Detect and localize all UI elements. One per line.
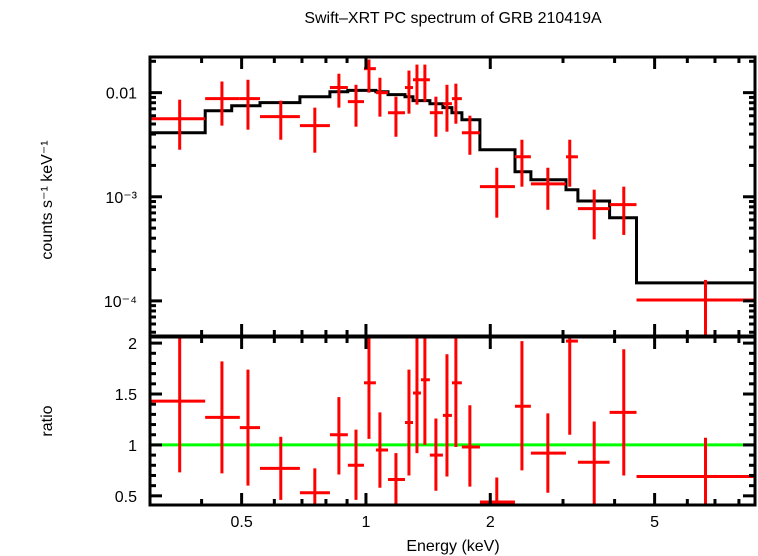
spectrum-point [429, 96, 443, 137]
spectrum-point [205, 81, 240, 126]
ratio-point [388, 453, 405, 505]
ratio-point [565, 337, 578, 435]
spectrum-point [530, 167, 566, 210]
y-tick-label: 2 [128, 336, 137, 353]
ratio-point [299, 468, 330, 505]
spectrum-point [479, 167, 515, 218]
ratio-y-tick-labels: 0.5 1 1.5 2 [115, 336, 137, 506]
ratio-point [375, 412, 389, 488]
ratio-point [404, 369, 414, 476]
x-tick-label: 1 [361, 514, 370, 531]
ratio-point [442, 354, 452, 477]
chart-title: Swift–XRT PC spectrum of GRB 210419A [304, 10, 602, 27]
spectrum-point [442, 84, 452, 132]
y-tick-label: 1.5 [115, 387, 137, 404]
ratio-point [239, 369, 261, 486]
ratio-point [413, 337, 421, 454]
ratio-point [461, 405, 480, 487]
spectrum-panel: 0.01 10⁻³ 10⁻⁴ counts s⁻¹ keV⁻¹ [39, 55, 757, 338]
y-tick-label: 10⁻⁴ [104, 294, 137, 311]
spectrum-point [413, 64, 421, 105]
ratio-point [347, 429, 364, 500]
ratio-point [451, 337, 462, 447]
ratio-point [479, 477, 515, 505]
spectrum-y-axis-label: counts s⁻¹ keV⁻¹ [39, 140, 56, 259]
ratio-y-axis-label: ratio [39, 405, 56, 436]
ratio-point [514, 341, 531, 471]
x-axis-label: Energy (keV) [406, 538, 499, 555]
ratio-frame [148, 335, 757, 507]
spectrum-point [329, 73, 348, 108]
spectrum-point [577, 189, 610, 240]
ratio-point [530, 413, 566, 493]
model-step-path [150, 88, 755, 285]
y-tick-label: 0.5 [115, 489, 137, 506]
spectrum-point [461, 115, 480, 155]
ratio-point [609, 349, 637, 476]
ratio-point [420, 337, 430, 445]
ratio-point [577, 421, 610, 505]
y-tick-label: 0.01 [106, 86, 137, 103]
y-tick-label: 1 [128, 438, 137, 455]
ratio-point [636, 437, 755, 505]
spectrum-point [388, 96, 405, 137]
x-tick-label: 2 [486, 514, 495, 531]
spectrum-point [609, 186, 637, 235]
ratio-data-points [150, 337, 755, 505]
ratio-panel: 0.5 1 1.5 2 0.5 1 2 5 ratio Energy (keV) [39, 335, 757, 555]
ratio-point [205, 361, 240, 474]
spectrum-point [514, 139, 531, 187]
spectrum-point [239, 79, 261, 130]
spectrum-point [150, 99, 206, 150]
ratio-ticks [148, 337, 755, 505]
spectrum-point [375, 77, 389, 117]
ratio-point [363, 337, 376, 439]
ratio-point [429, 418, 443, 491]
spectrum-point [260, 100, 300, 140]
ratio-point [329, 397, 348, 475]
model-step-line [150, 88, 755, 285]
ratio-point [150, 337, 206, 473]
spectrum-data-points [150, 59, 755, 336]
spectrum-ticks [148, 57, 755, 336]
spectrum-y-tick-labels: 0.01 10⁻³ 10⁻⁴ [104, 86, 138, 311]
x-tick-label: 5 [650, 514, 659, 531]
spectrum-point [404, 70, 414, 114]
x-tick-label: 0.5 [230, 514, 252, 531]
spectrum-point [565, 139, 578, 187]
spectrum-point [299, 107, 330, 153]
y-tick-label: 10⁻³ [105, 190, 137, 207]
ratio-point [260, 436, 300, 500]
spectrum-point [347, 84, 364, 127]
x-tick-labels: 0.5 1 2 5 [230, 514, 659, 531]
spectrum-point [420, 64, 430, 102]
spectrum-point [451, 83, 462, 124]
spectrum-point [636, 279, 755, 336]
